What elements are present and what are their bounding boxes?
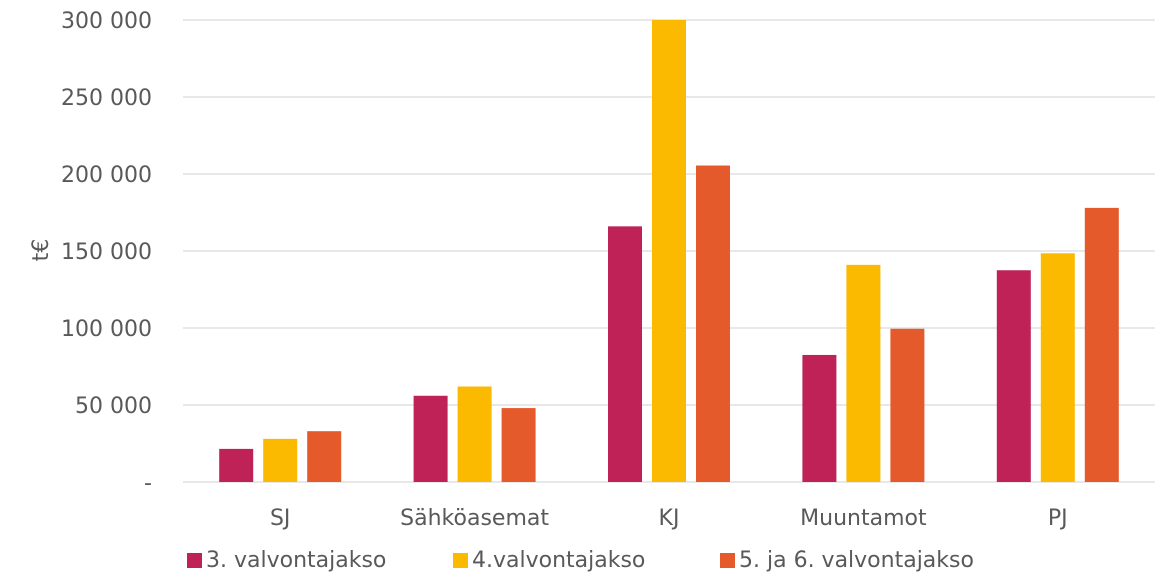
y-axis-ticks: - 50 000 100 000 150 000 200 000 250 000 300 0… [61, 9, 152, 496]
x-tick-label: Muuntamot [800, 506, 927, 531]
legend-item: 4.valvontajakso [453, 548, 645, 573]
y-tick-label: 250 000 [61, 86, 152, 111]
x-tick-label: KJ [659, 506, 680, 531]
legend-item: 5. ja 6. valvontajakso [720, 548, 974, 573]
legend-label: 5. ja 6. valvontajakso [739, 548, 974, 573]
legend-label: 4.valvontajakso [472, 548, 645, 573]
y-axis-label: t€ [29, 239, 54, 262]
bar [413, 395, 448, 482]
y-tick-label: 100 000 [61, 317, 152, 342]
bar [608, 226, 642, 482]
bar [219, 448, 254, 482]
y-tick-label: 300 000 [61, 9, 152, 34]
bar [1084, 207, 1119, 482]
bar [890, 328, 925, 482]
bar [996, 270, 1031, 482]
bar [457, 386, 492, 482]
y-tick-label: 200 000 [61, 163, 152, 188]
y-tick-label: 50 000 [75, 394, 152, 419]
x-tick-label: PJ [1048, 506, 1068, 531]
bars [219, 20, 1119, 482]
legend-label: 3. valvontajakso [206, 548, 386, 573]
legend-swatch [187, 553, 202, 568]
bar [652, 20, 686, 482]
y-tick-label: 150 000 [61, 240, 152, 265]
x-tick-label: Sähköasemat [400, 506, 549, 531]
bar [696, 165, 730, 482]
legend-item: 3. valvontajakso [187, 548, 386, 573]
y-tick-label: - [144, 471, 152, 496]
bar [307, 431, 342, 482]
bar [263, 438, 298, 482]
x-axis-ticks: SJ Sähköasemat KJ Muuntamot PJ [270, 506, 1068, 531]
x-tick-label: SJ [270, 506, 290, 531]
legend: 3. valvontajakso 4.valvontajakso 5. ja 6. … [187, 548, 974, 573]
bar [802, 354, 837, 482]
bar [846, 264, 881, 482]
legend-swatch [720, 553, 735, 568]
legend-swatch [453, 553, 468, 568]
bar [1040, 253, 1075, 482]
bar [501, 408, 536, 482]
